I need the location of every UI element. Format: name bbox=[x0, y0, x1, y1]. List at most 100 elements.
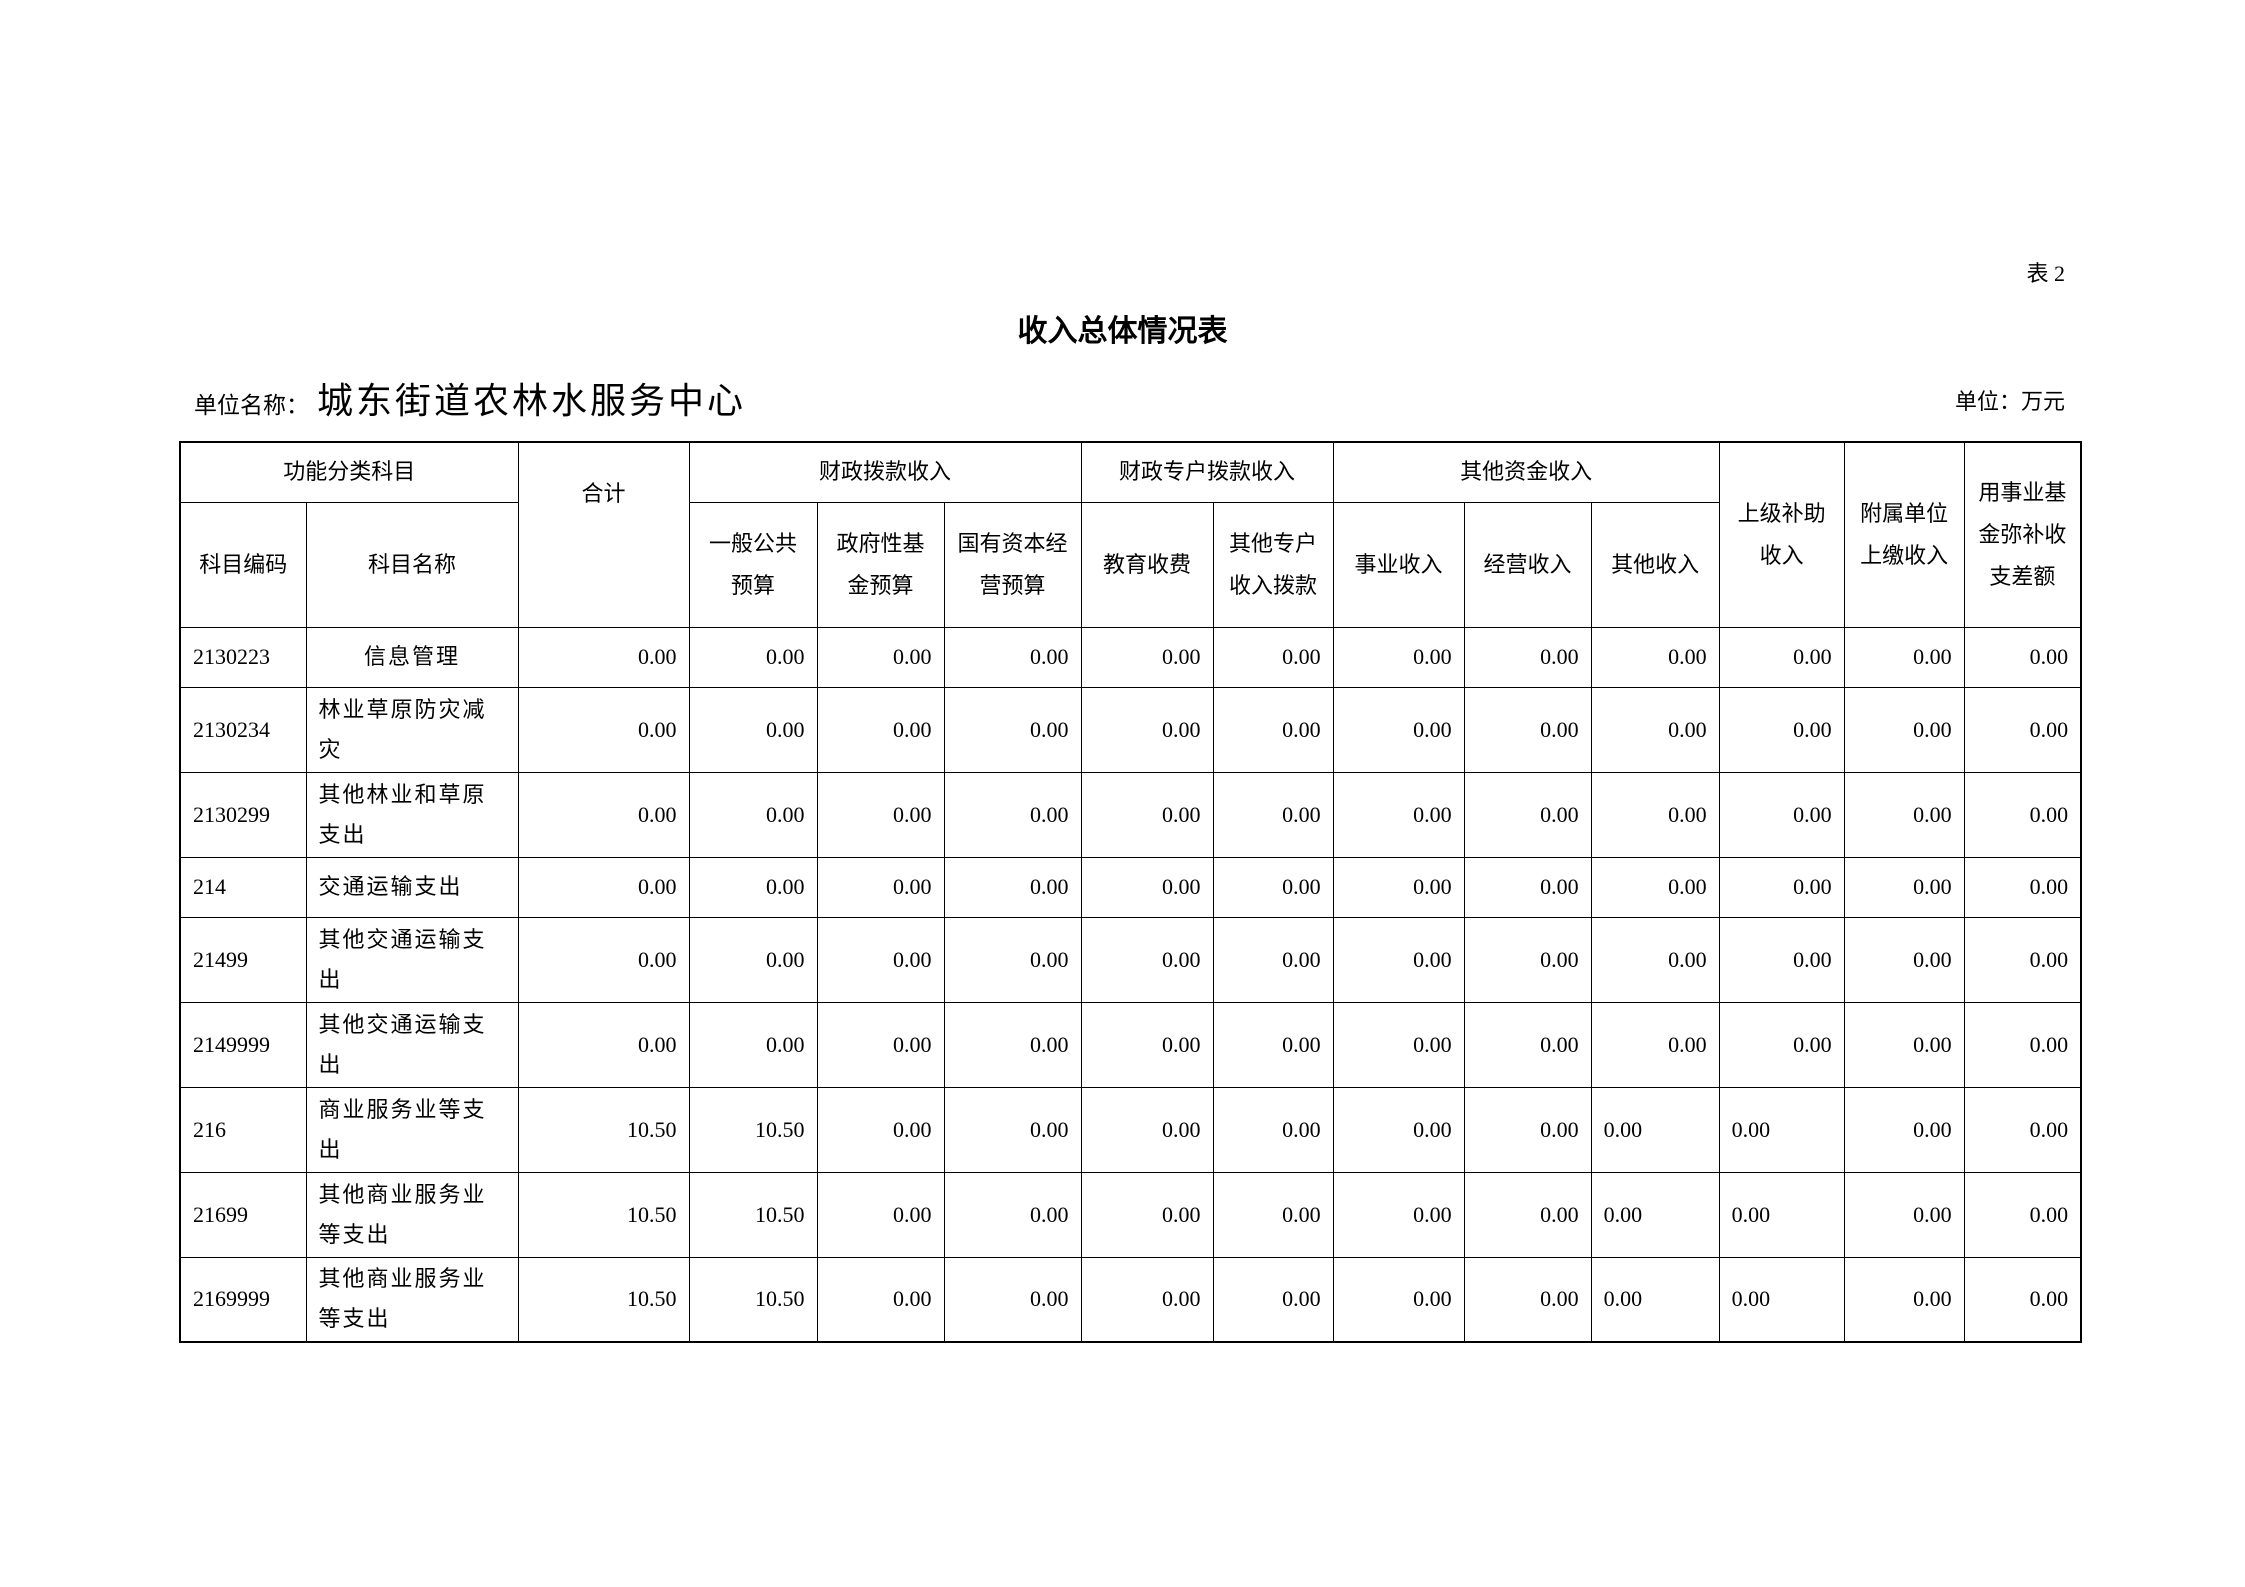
header-total: 合计 bbox=[517, 441, 690, 628]
cell-value: 0.00 bbox=[1590, 1086, 1720, 1173]
cell-value: 0.00 bbox=[1332, 1086, 1465, 1173]
header-other-funds: 其他资金收入 bbox=[1332, 441, 1720, 503]
cell-value: 0.00 bbox=[816, 626, 945, 688]
cell-value: 0.00 bbox=[1080, 686, 1214, 773]
cell-value: 0.00 bbox=[1463, 856, 1592, 918]
cell-value: 0.00 bbox=[1718, 856, 1845, 918]
cell-value: 0.00 bbox=[1843, 686, 1965, 773]
header-code: 科目编码 bbox=[179, 501, 307, 628]
cell-value: 0.00 bbox=[1463, 626, 1592, 688]
page-title: 收入总体情况表 bbox=[1017, 315, 1228, 348]
cell-value: 0.00 bbox=[1080, 771, 1214, 858]
cell-value: 0.00 bbox=[1843, 1001, 1965, 1088]
cell-value: 0.00 bbox=[688, 771, 818, 858]
cell-code: 216 bbox=[179, 1086, 307, 1173]
cell-value: 0.00 bbox=[1080, 1256, 1214, 1343]
cell-name: 其他商业服务业等支出 bbox=[305, 1171, 519, 1258]
cell-value: 0.00 bbox=[1332, 1256, 1465, 1343]
table-row: 2130223 信息管理 0.00 0.00 0.00 0.00 0.00 0.00 0.00 0… bbox=[179, 626, 2082, 688]
cell-value: 0.00 bbox=[1332, 626, 1465, 688]
header-affiliated-income: 附属单位上缴收入 bbox=[1843, 441, 1965, 628]
cell-value: 0.00 bbox=[1212, 1086, 1334, 1173]
header-fund-balance: 用事业基金弥补收支差额 bbox=[1963, 441, 2082, 628]
cell-code: 2130299 bbox=[179, 771, 307, 858]
table-row: 2169999 其他商业服务业等支出 10.50 10.50 0.00 0.00 0.00 0… bbox=[179, 1256, 2082, 1343]
cell-value: 0.00 bbox=[1963, 626, 2082, 688]
cell-value: 10.50 bbox=[688, 1256, 818, 1343]
header-operating-income: 经营收入 bbox=[1463, 501, 1592, 628]
cell-value: 0.00 bbox=[1963, 1086, 2082, 1173]
cell-value: 0.00 bbox=[943, 771, 1082, 858]
cell-value: 0.00 bbox=[1212, 1001, 1334, 1088]
cell-value: 0.00 bbox=[1843, 1086, 1965, 1173]
cell-name: 交通运输支出 bbox=[305, 856, 519, 918]
cell-value: 0.00 bbox=[1963, 771, 2082, 858]
cell-value: 0.00 bbox=[1718, 771, 1845, 858]
cell-value: 0.00 bbox=[1463, 1086, 1592, 1173]
cell-value: 0.00 bbox=[1718, 1086, 1845, 1173]
cell-value: 0.00 bbox=[816, 856, 945, 918]
cell-value: 10.50 bbox=[517, 1086, 690, 1173]
cell-value: 0.00 bbox=[1843, 771, 1965, 858]
cell-value: 0.00 bbox=[1590, 916, 1720, 1003]
cell-value: 0.00 bbox=[1463, 686, 1592, 773]
cell-value: 0.00 bbox=[1718, 1001, 1845, 1088]
cell-value: 0.00 bbox=[1080, 1171, 1214, 1258]
header-superior-subsidy: 上级补助收入 bbox=[1718, 441, 1845, 628]
cell-value: 0.00 bbox=[1718, 686, 1845, 773]
cell-value: 0.00 bbox=[943, 1256, 1082, 1343]
cell-code: 2130223 bbox=[179, 626, 307, 688]
cell-value: 0.00 bbox=[816, 1001, 945, 1088]
cell-value: 0.00 bbox=[1843, 626, 1965, 688]
cell-value: 0.00 bbox=[1590, 771, 1720, 858]
cell-name: 信息管理 bbox=[305, 626, 519, 688]
cell-value: 0.00 bbox=[517, 626, 690, 688]
cell-code: 214 bbox=[179, 856, 307, 918]
cell-value: 0.00 bbox=[943, 626, 1082, 688]
unit-name-label: 单位名称： bbox=[194, 393, 309, 418]
cell-value: 0.00 bbox=[1332, 686, 1465, 773]
cell-code: 2130234 bbox=[179, 686, 307, 773]
cell-value: 0.00 bbox=[1332, 1001, 1465, 1088]
cell-value: 0.00 bbox=[688, 916, 818, 1003]
header-general-budget: 一般公共预算 bbox=[688, 501, 818, 628]
cell-name: 林业草原防灾减灾 bbox=[305, 686, 519, 773]
cell-value: 0.00 bbox=[1212, 1256, 1334, 1343]
cell-value: 0.00 bbox=[1590, 856, 1720, 918]
cell-value: 0.00 bbox=[517, 856, 690, 918]
cell-name: 其他交通运输支出 bbox=[305, 1001, 519, 1088]
cell-value: 0.00 bbox=[1963, 856, 2082, 918]
cell-value: 0.00 bbox=[1590, 1256, 1720, 1343]
cell-value: 0.00 bbox=[943, 1171, 1082, 1258]
header-business-income: 事业收入 bbox=[1332, 501, 1465, 628]
table-row: 2149999 其他交通运输支出 0.00 0.00 0.00 0.00 0.00 0.00 0… bbox=[179, 1001, 2082, 1088]
cell-value: 0.00 bbox=[1080, 626, 1214, 688]
unit-name-row: 单位名称： 城东街道农林水服务中心 bbox=[194, 372, 746, 424]
header-other-income: 其他收入 bbox=[1590, 501, 1720, 628]
cell-value: 0.00 bbox=[816, 1256, 945, 1343]
cell-value: 0.00 bbox=[1590, 1171, 1720, 1258]
cell-value: 0.00 bbox=[688, 686, 818, 773]
cell-value: 0.00 bbox=[816, 686, 945, 773]
cell-value: 0.00 bbox=[1080, 916, 1214, 1003]
cell-value: 0.00 bbox=[1843, 1171, 1965, 1258]
cell-value: 0.00 bbox=[1843, 856, 1965, 918]
cell-value: 0.00 bbox=[1332, 856, 1465, 918]
header-state-capital: 国有资本经营预算 bbox=[943, 501, 1082, 628]
cell-value: 0.00 bbox=[1463, 771, 1592, 858]
cell-value: 0.00 bbox=[1718, 1171, 1845, 1258]
cell-value: 0.00 bbox=[517, 686, 690, 773]
cell-value: 10.50 bbox=[688, 1171, 818, 1258]
income-table: 功能分类科目 合计 财政拨款收入 财政专户拨款收入 其他资金收入 上级补助收入 … bbox=[179, 441, 2083, 1343]
table-row: 216 商业服务业等支出 10.50 10.50 0.00 0.00 0.00 0.00 0.0… bbox=[179, 1086, 2082, 1173]
cell-value: 0.00 bbox=[816, 1086, 945, 1173]
cell-value: 0.00 bbox=[1718, 1256, 1845, 1343]
cell-value: 0.00 bbox=[1212, 856, 1334, 918]
cell-value: 0.00 bbox=[1332, 1171, 1465, 1258]
cell-name: 其他商业服务业等支出 bbox=[305, 1256, 519, 1343]
cell-value: 0.00 bbox=[1332, 916, 1465, 1003]
table-row: 2130299 其他林业和草原支出 0.00 0.00 0.00 0.00 0.00 0.00… bbox=[179, 771, 2082, 858]
cell-value: 0.00 bbox=[1080, 1086, 1214, 1173]
cell-value: 0.00 bbox=[943, 1001, 1082, 1088]
header-name: 科目名称 bbox=[305, 501, 519, 628]
